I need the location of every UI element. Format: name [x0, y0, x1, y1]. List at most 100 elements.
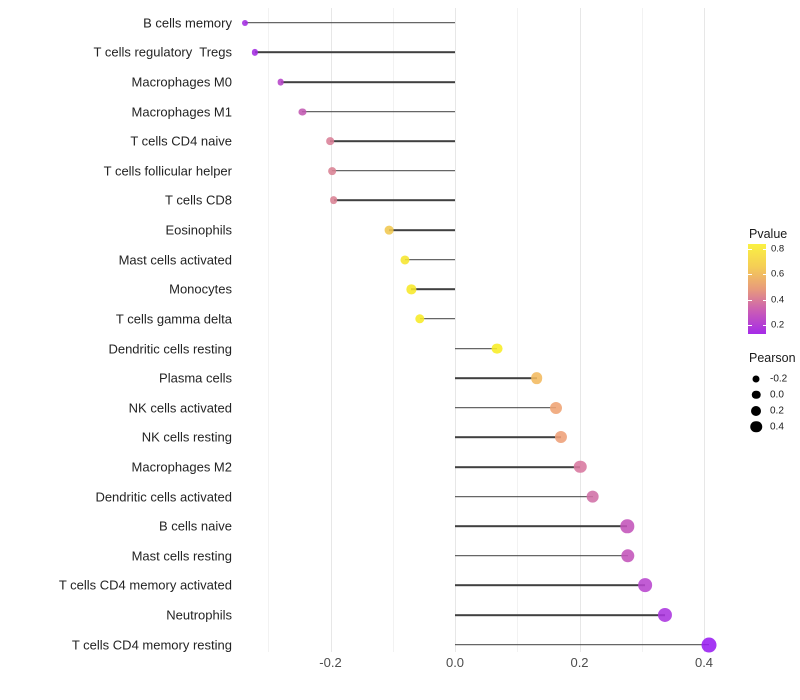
lollipop-stick	[455, 584, 646, 587]
lollipop-dot	[554, 431, 567, 444]
lollipop-dot	[701, 637, 717, 653]
row-label: T cells regulatory Tregs	[93, 44, 232, 60]
pearson-legend-label: 0.4	[770, 421, 784, 433]
lollipop-dot	[491, 343, 503, 354]
lollipop-dot	[638, 578, 653, 593]
lollipop-stick	[332, 170, 455, 172]
pearson-legend-label: -0.2	[770, 373, 788, 385]
lollipop-dot	[586, 490, 599, 503]
row-label: NK cells activated	[128, 400, 232, 416]
colorbar-tick-mark	[748, 249, 752, 250]
lollipop-dot	[328, 166, 337, 175]
row-label: Macrophages M0	[131, 74, 232, 90]
lollipop-stick	[333, 199, 455, 202]
row-label: T cells gamma delta	[115, 311, 232, 327]
row-label: Dendritic cells resting	[108, 341, 232, 357]
lollipop-dot	[298, 107, 307, 116]
lollipop-stick	[255, 51, 455, 54]
row-label: T cells CD4 memory activated	[58, 577, 232, 593]
x-tick-label: 0.4	[694, 655, 714, 670]
lollipop-dot	[252, 49, 259, 56]
major-gridline	[455, 8, 456, 652]
colorbar-tick-label: 0.8	[771, 243, 785, 255]
lollipop-stick	[455, 614, 665, 616]
row-label: T cells CD4 naive	[130, 133, 232, 149]
row-label: B cells memory	[143, 15, 232, 31]
lollipop-stick	[389, 229, 455, 231]
row-label: T cells follicular helper	[103, 163, 232, 179]
colorbar-tick-mark	[762, 299, 766, 301]
lollipop-stick	[455, 525, 628, 528]
colorbar-tick-mark	[748, 299, 752, 301]
row-label: NK cells resting	[141, 429, 232, 445]
row-label: Dendritic cells activated	[95, 489, 232, 505]
row-label: Macrophages M1	[131, 104, 232, 120]
lollipop-stick	[302, 110, 455, 113]
lollipop-stick	[455, 466, 581, 468]
row-label: Monocytes	[169, 281, 232, 297]
minor-gridline	[392, 8, 394, 652]
lollipop-dot	[329, 196, 338, 205]
lollipop-dot	[549, 401, 562, 414]
lollipop-dot	[406, 284, 417, 294]
pearson-legend-dot	[750, 420, 762, 433]
row-label: Eosinophils	[165, 222, 233, 238]
x-tick-label: 0.2	[570, 655, 589, 670]
colorbar-tick-label: 0.4	[771, 294, 785, 306]
lollipop-stick	[455, 406, 556, 409]
lollipop-stick	[245, 21, 455, 24]
lollipop-stick	[455, 377, 537, 379]
lollipop-dot	[384, 225, 394, 235]
lollipop-stick	[455, 436, 561, 439]
lollipop-stick	[455, 347, 497, 350]
lollipop-dot	[621, 549, 635, 563]
lollipop-dot	[277, 78, 285, 86]
x-tick-label: -0.2	[319, 655, 342, 670]
lollipop-stick	[455, 495, 593, 498]
row-label: Mast cells activated	[118, 252, 232, 268]
lollipop-dot	[573, 460, 587, 474]
lollipop-dot	[414, 314, 425, 324]
major-gridline	[330, 8, 332, 652]
lollipop-stick	[455, 555, 629, 557]
lollipop-dot	[326, 137, 334, 145]
pearson-legend-dot	[751, 405, 761, 416]
lollipop-stick	[419, 318, 455, 320]
row-label: T cells CD8	[165, 192, 232, 208]
row-label: Plasma cells	[159, 370, 232, 386]
colorbar-tick-mark	[762, 249, 766, 250]
major-gridline	[579, 8, 581, 652]
lollipop-stick	[404, 258, 455, 261]
lollipop-dot	[657, 608, 672, 623]
colorbar-tick-mark	[748, 274, 752, 276]
pearson-legend-title: Pearson	[749, 351, 796, 365]
colorbar-tick-mark	[762, 274, 766, 276]
lollipop-stick	[411, 288, 455, 291]
lollipop-dot	[620, 519, 635, 533]
row-label: B cells naive	[159, 518, 232, 534]
row-label: Neutrophils	[166, 607, 232, 623]
lollipop-dot	[400, 255, 410, 265]
pvalue-colorbar	[748, 244, 766, 334]
row-label: Mast cells resting	[131, 548, 232, 564]
major-gridline	[704, 8, 705, 652]
pearson-legend-label: 0.2	[770, 405, 784, 417]
lollipop-stick	[455, 643, 709, 646]
colorbar-tick-label: 0.2	[771, 319, 785, 331]
minor-gridline	[517, 8, 519, 652]
lollipop-stick	[329, 140, 455, 142]
x-tick-label: 0.0	[445, 655, 465, 670]
colorbar-tick-mark	[748, 325, 752, 326]
lollipop-dot	[530, 372, 543, 384]
colorbar-tick-label: 0.6	[771, 268, 785, 280]
minor-gridline	[641, 8, 643, 652]
pearson-legend-dot	[752, 375, 760, 383]
lollipop-dot	[242, 19, 249, 26]
pearson-legend-label: 0.0	[770, 389, 784, 401]
lollipop-stick	[280, 81, 455, 83]
colorbar-tick-mark	[762, 325, 766, 326]
row-label: Macrophages M2	[131, 459, 232, 475]
pvalue-legend-title: Pvalue	[749, 227, 788, 241]
row-label: T cells CD4 memory resting	[71, 637, 232, 653]
